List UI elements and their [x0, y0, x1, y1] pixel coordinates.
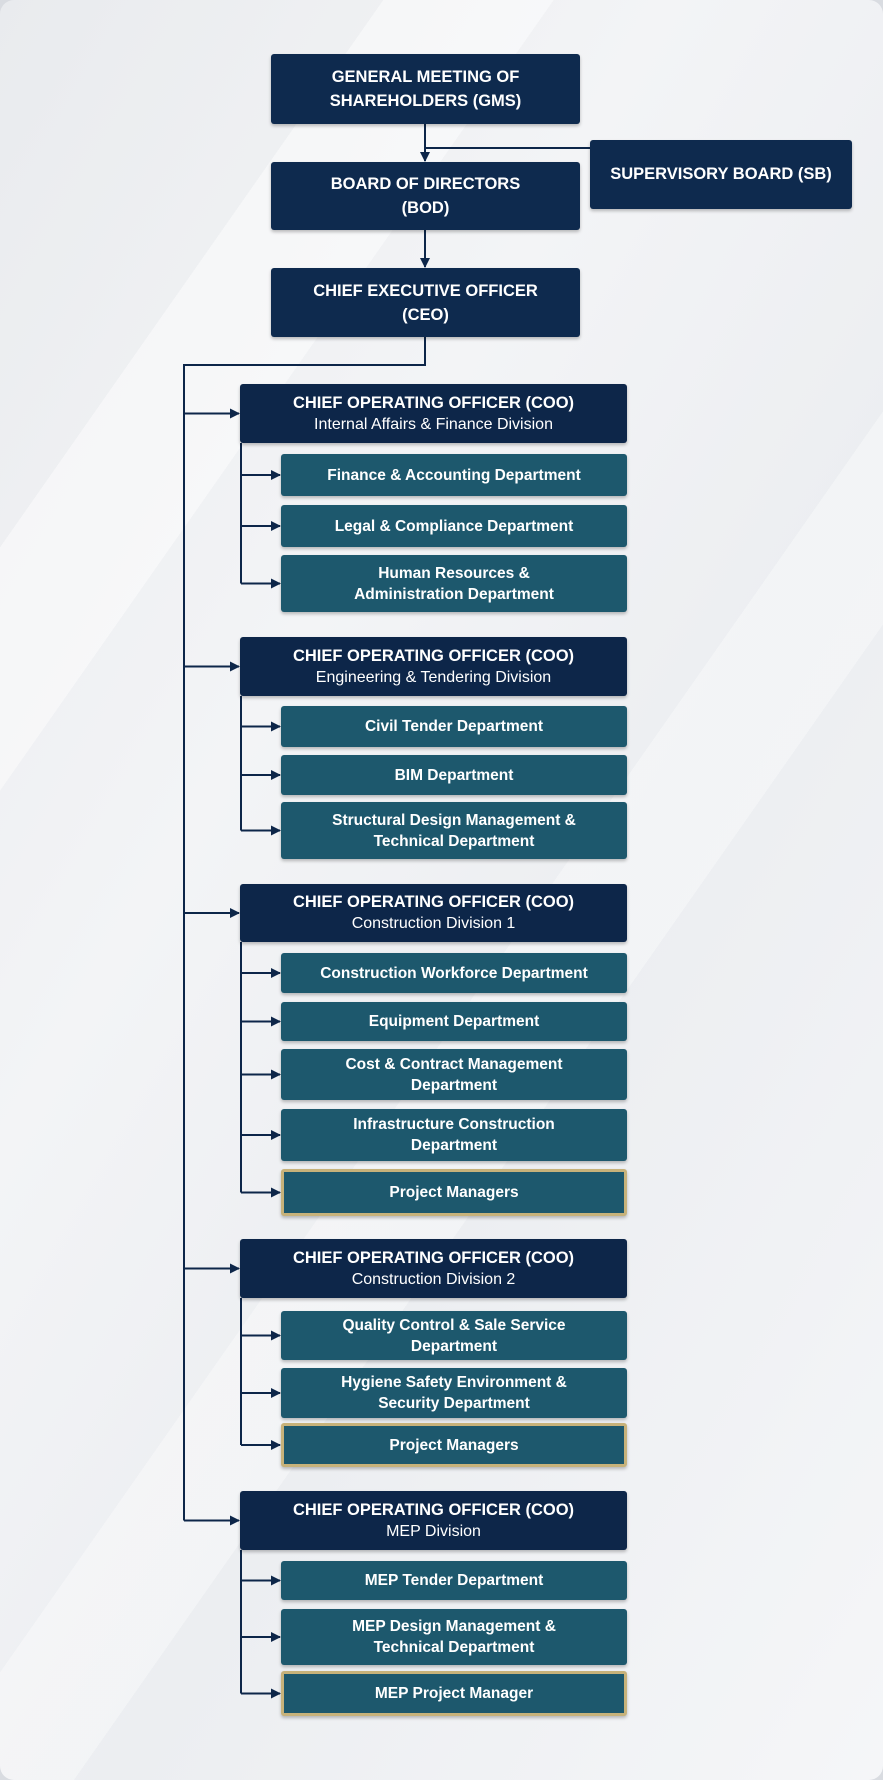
department-label: MEP Design Management & — [352, 1618, 556, 1635]
project-manager-box: Project Managers — [281, 1423, 627, 1467]
coo-title: CHIEF OPERATING OFFICER (COO) — [292, 1500, 575, 1519]
bod-line-1: BOARD OF DIRECTORS — [330, 175, 521, 193]
coo-title: CHIEF OPERATING OFFICER (COO) — [292, 893, 575, 911]
department-label: Project Managers — [389, 1436, 519, 1454]
department-box: Structural Design Management & Technical … — [281, 802, 627, 859]
coo-box: CHIEF OPERATING OFFICER (COO) Internal A… — [240, 384, 627, 443]
department-label: Civil Tender Department — [364, 718, 543, 735]
department-label: Infrastructure Construction — [353, 1116, 555, 1133]
sb-label: SUPERVISORY BOARD (SB) — [610, 165, 832, 183]
coo-title: CHIEF OPERATING OFFICER (COO) — [292, 393, 575, 412]
ceo-box: CHIEF EXECUTIVE OFFICER (CEO) — [271, 268, 580, 337]
department-box: MEP Design Management & Technical Departm… — [281, 1609, 627, 1665]
bod-line-2: (BOD) — [401, 199, 450, 217]
ceo-line-1: CHIEF EXECUTIVE OFFICER — [313, 281, 538, 300]
department-label: Administration Department — [354, 585, 554, 603]
department-label: Legal & Compliance Department — [334, 517, 574, 535]
department-label: Department — [410, 1137, 498, 1154]
coo-title: CHIEF OPERATING OFFICER (COO) — [292, 646, 575, 665]
department-label: Department — [410, 1337, 498, 1355]
coo-title: CHIEF OPERATING OFFICER (COO) — [292, 1248, 575, 1267]
department-box: Infrastructure Construction Department — [281, 1109, 627, 1161]
division-name: Construction Division 2 — [351, 1270, 516, 1288]
department-label: Project Managers — [389, 1184, 519, 1201]
division-name: Internal Affairs & Finance Division — [314, 415, 553, 433]
coo-box: CHIEF OPERATING OFFICER (COO) Constructi… — [240, 884, 627, 942]
department-label: Finance & Accounting Department — [327, 466, 581, 484]
department-label: Equipment Department — [368, 1013, 540, 1030]
department-label: Technical Department — [373, 832, 535, 850]
department-box: Equipment Department — [281, 1002, 627, 1041]
gms-line-2: SHAREHOLDERS (GMS) — [329, 92, 522, 110]
department-label: MEP Project Manager — [374, 1685, 534, 1702]
department-label: Construction Workforce Department — [320, 964, 588, 982]
gms-line-1: GENERAL MEETING OF — [331, 68, 520, 86]
project-manager-box: MEP Project Manager — [281, 1671, 627, 1716]
project-manager-box: Project Managers — [281, 1169, 627, 1216]
department-label: Hygiene Safety Environment & — [341, 1374, 567, 1391]
department-box: MEP Tender Department — [281, 1561, 627, 1600]
coo-box: CHIEF OPERATING OFFICER (COO) Engineerin… — [240, 637, 627, 696]
department-label: Security Department — [378, 1395, 530, 1412]
department-box: Human Resources & Administration Departme… — [281, 555, 627, 612]
department-label: MEP Tender Department — [364, 1572, 544, 1589]
department-box: Hygiene Safety Environment & Security Dep… — [281, 1368, 627, 1418]
division-name: Construction Division 1 — [351, 915, 516, 932]
department-box: Finance & Accounting Department — [281, 454, 627, 496]
coo-box: CHIEF OPERATING OFFICER (COO) Constructi… — [240, 1239, 627, 1298]
division-name: MEP Division — [386, 1522, 481, 1540]
department-box: Legal & Compliance Department — [281, 505, 627, 547]
department-box: Civil Tender Department — [281, 706, 627, 747]
department-label: Structural Design Management & — [332, 811, 576, 829]
coo-box: CHIEF OPERATING OFFICER (COO) MEP Divisi… — [240, 1491, 627, 1550]
supervisory-board-box: SUPERVISORY BOARD (SB) — [590, 140, 852, 209]
gms-box: GENERAL MEETING OF SHAREHOLDERS (GMS) — [271, 54, 580, 124]
connector-line — [183, 337, 426, 1521]
department-box: Cost & Contract Management Department — [281, 1049, 627, 1100]
department-box: Construction Workforce Department — [281, 953, 627, 993]
department-box: BIM Department — [281, 755, 627, 795]
division-name: Engineering & Tendering Division — [315, 668, 552, 686]
department-label: Cost & Contract Management — [345, 1055, 563, 1073]
bod-box: BOARD OF DIRECTORS (BOD) — [271, 162, 580, 230]
department-label: Department — [410, 1076, 498, 1094]
department-label: Technical Department — [373, 1639, 535, 1656]
department-box: Quality Control & Sale Service Department — [281, 1311, 627, 1360]
ceo-line-2: (CEO) — [402, 305, 449, 324]
department-label: Human Resources & — [378, 564, 530, 582]
department-label: BIM Department — [394, 766, 514, 784]
department-label: Quality Control & Sale Service — [342, 1316, 566, 1334]
